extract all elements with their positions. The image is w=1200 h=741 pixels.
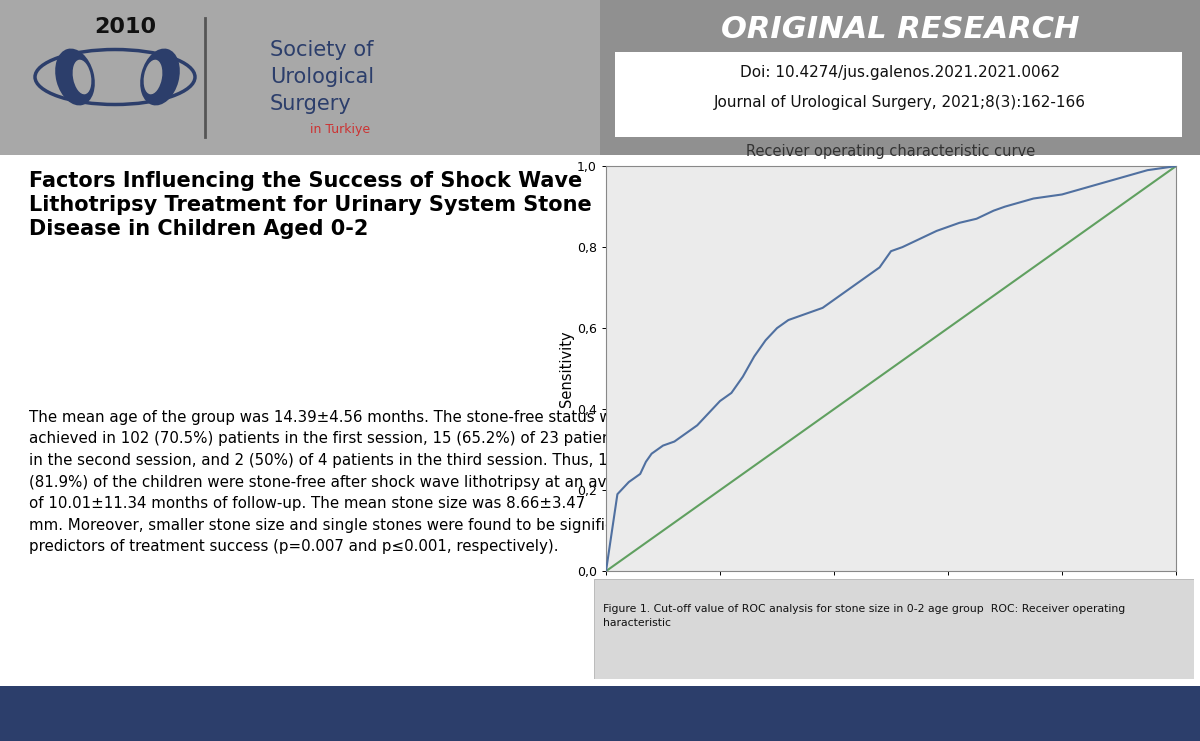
Text: Journal of Urological Surgery, 2021;8(3):162-166: Journal of Urological Surgery, 2021;8(3)… — [714, 96, 1086, 110]
Title: Receiver operating characteristic curve: Receiver operating characteristic curve — [746, 144, 1036, 159]
FancyBboxPatch shape — [0, 0, 1200, 155]
Text: Urological: Urological — [270, 67, 374, 87]
Text: Society of: Society of — [270, 40, 373, 60]
FancyBboxPatch shape — [0, 686, 1200, 741]
FancyBboxPatch shape — [594, 579, 1194, 679]
FancyBboxPatch shape — [616, 52, 1182, 137]
Text: The mean age of the group was 14.39±4.56 months. The stone-free status was
achie: The mean age of the group was 14.39±4.56… — [29, 410, 650, 554]
Text: in Turkiye: in Turkiye — [310, 124, 370, 136]
Ellipse shape — [55, 49, 95, 105]
Ellipse shape — [144, 60, 162, 94]
Ellipse shape — [73, 60, 91, 94]
FancyBboxPatch shape — [600, 0, 1200, 155]
Ellipse shape — [140, 49, 180, 105]
Text: 2010: 2010 — [94, 17, 156, 37]
Text: Surgery: Surgery — [270, 94, 352, 114]
Text: Doi: 10.4274/jus.galenos.2021.2021.0062: Doi: 10.4274/jus.galenos.2021.2021.0062 — [740, 65, 1060, 81]
X-axis label: 1- specificity: 1- specificity — [845, 599, 937, 614]
Text: Figure 1. Cut-off value of ROC analysis for stone size in 0-2 age group  ROC: Re: Figure 1. Cut-off value of ROC analysis … — [604, 604, 1126, 628]
Y-axis label: Sensitivity: Sensitivity — [559, 330, 574, 407]
Text: Factors Influencing the Success of Shock Wave
Lithotripsy Treatment for Urinary : Factors Influencing the Success of Shock… — [29, 171, 592, 239]
Text: ORIGINAL RESEARCH: ORIGINAL RESEARCH — [721, 16, 1079, 44]
